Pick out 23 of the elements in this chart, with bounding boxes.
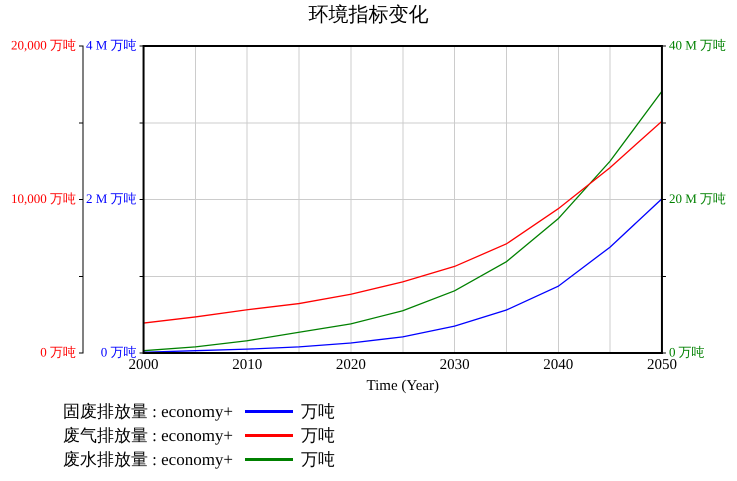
y-tick-label: 2 M 万吨 [86,190,137,206]
legend-label: 废水排放量 : economy+ [62,448,234,470]
y2-tick-label: 0 万吨 [40,344,76,360]
legend-label: 固废排放量 : economy+ [62,400,234,422]
text: 万吨 [301,448,335,470]
legend-label: 废气排放量 : economy+ [62,424,234,446]
x-tick-label: 2050 [646,356,677,373]
y2-tick-label: 20,000 万吨 [11,37,76,52]
y2-tick-label: 10,000 万吨 [11,190,76,206]
y-tick-label: 0 万吨 [100,344,137,360]
y3-tick-label: 40 M 万吨 [668,37,726,52]
chart-title: 环境指标变化 [308,2,428,26]
x-tick-label: 2010 [232,356,262,373]
x-tick-label: 2040 [543,356,574,373]
x-axis-title: Time (Year) [366,378,440,394]
x-tick-label: 2030 [440,356,470,373]
y3-tick-label: 0 万吨 [668,344,705,360]
x-tick-label: 2000 [128,356,159,373]
text: 万吨 [301,400,335,422]
x-tick-label: 2020 [336,356,366,373]
text: 万吨 [301,424,335,446]
y3-tick-label: 20 M 万吨 [668,190,726,206]
y-tick-label: 4 M 万吨 [86,37,137,52]
